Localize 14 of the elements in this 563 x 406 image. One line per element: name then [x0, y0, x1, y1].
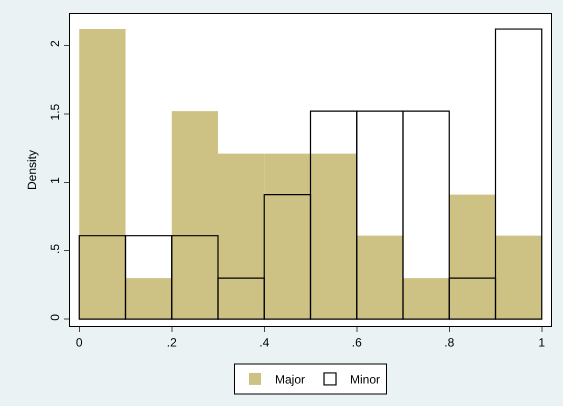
x-tick-label: .4 [259, 335, 270, 350]
x-tick-label: .2 [166, 335, 178, 350]
legend-label: Minor [350, 372, 380, 387]
x-tick-label: .6 [352, 335, 362, 350]
y-tick-label: .5 [48, 244, 62, 254]
x-tick-label: 1 [538, 335, 546, 350]
y-tick-label: 2 [48, 40, 62, 48]
y-tick-label: 1.5 [48, 103, 62, 120]
x-tick-label: .8 [444, 335, 455, 350]
legend-label: Major [275, 372, 306, 387]
x-tick-label: 0 [76, 335, 83, 350]
y-tick-label: 0 [48, 314, 62, 321]
y-axis-title: Density [25, 150, 39, 190]
y-tick-label: 1 [48, 176, 62, 184]
